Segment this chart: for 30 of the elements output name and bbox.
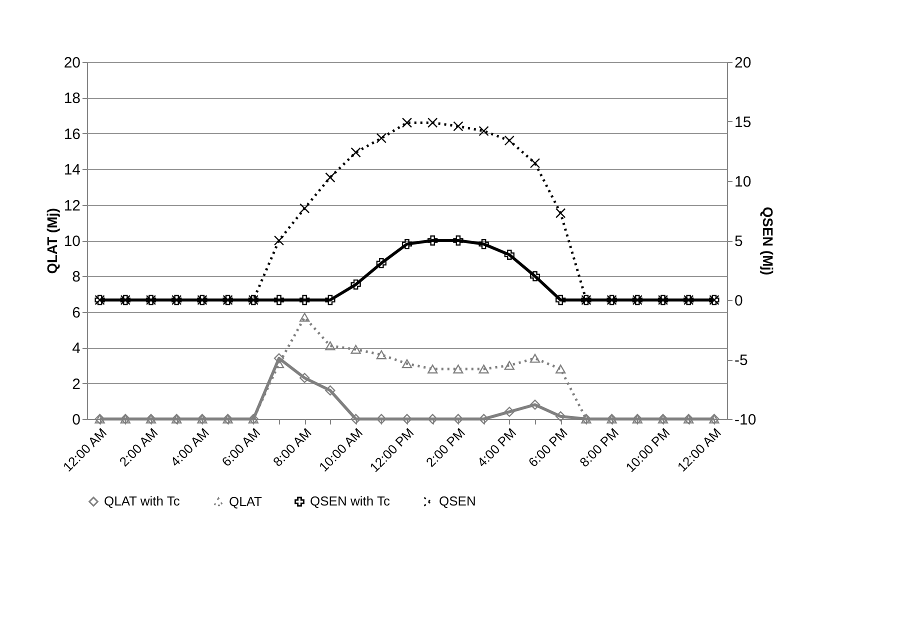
y2-tick-label: -5 [734, 352, 748, 369]
x-tick-label: 8:00 AM [270, 425, 314, 470]
y2-axis-title: QSEN (Mj) [760, 206, 776, 276]
x-tick-label: 4:00 AM [168, 425, 212, 470]
y-tick-label: 0 [72, 412, 80, 428]
x-tick-label: 6:00 AM [218, 425, 264, 470]
legend-label: QSEN with Tc [310, 494, 390, 509]
y2-tick-label: 0 [734, 292, 743, 310]
y-tick-label: 6 [72, 304, 80, 322]
y2-tick-label: 10 [734, 174, 752, 190]
y-tick-label: 12 [64, 197, 80, 214]
y-tick-label: 4 [72, 340, 80, 358]
legend-label: QSEN [439, 494, 476, 509]
y2-tick-label: -10 [734, 412, 756, 428]
y-tick-label: 20 [64, 54, 80, 72]
y-tick-label: 16 [64, 126, 80, 143]
x-tick-label: 4:00 PM [474, 425, 520, 470]
y-tick-label: 10 [64, 233, 80, 250]
y-tick-label: 18 [64, 90, 80, 108]
y-axis-title: QLAT (Mj) [44, 208, 60, 274]
legend-label: QLAT [229, 494, 262, 509]
x-tick-label: 8:00 PM [576, 425, 622, 470]
legend-label: QLAT with Tc [104, 494, 180, 509]
y-tick-label: 14 [64, 162, 80, 179]
y2-tick-label: 20 [734, 54, 752, 72]
y2-tick-label: 5 [734, 233, 743, 250]
y2-tick-label: 15 [734, 114, 752, 131]
y-tick-label: 2 [72, 376, 80, 393]
y-tick-label: 8 [72, 268, 80, 286]
x-tick-label: 6:00 PM [525, 425, 570, 470]
